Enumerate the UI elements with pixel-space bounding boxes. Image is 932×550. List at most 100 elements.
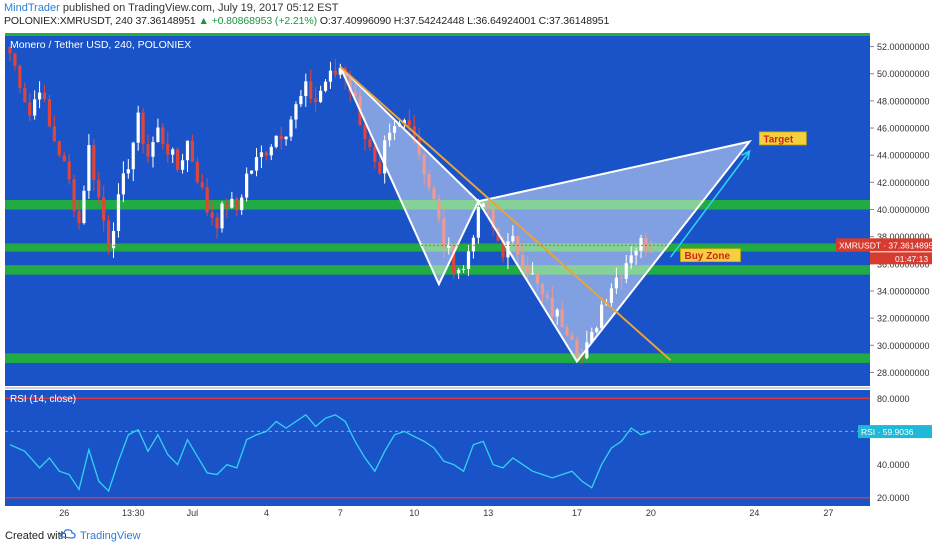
candle-body [501,240,505,258]
rsi-title: RSI (14, close) [10,394,76,405]
price-tick-label: 34.00000000 [877,286,930,296]
candle-body [629,255,633,264]
candle-body [595,328,599,332]
countdown-text: 01:47:13 [895,254,928,264]
symbol-info: POLONIEX:XMRUSDT, 240 37.36148951 ▲ +0.8… [4,15,609,27]
candle-body [304,81,308,97]
author-link[interactable]: MindTrader [4,2,60,14]
current-price-text: XMRUSDT · 37.36148951 [839,240,932,250]
candle-body [131,142,135,170]
time-tick-label: 20 [646,508,656,518]
candle-body [185,140,190,161]
price-change: ▲ +0.80868953 (+2.21%) [198,15,318,27]
pattern-triangle-xab [339,66,480,287]
rsi-value-text: RSI · 59.9036 [861,427,914,437]
candle-body [314,98,318,103]
candle-body [333,70,337,75]
candle-body [471,237,476,252]
candle-body [97,180,101,198]
annotation-label-1: Buy Zone [684,251,730,262]
tradingview-cloud-icon [60,529,76,539]
last-price: 37.36148951 [135,15,196,27]
candle-body [309,81,313,99]
candle-body [72,179,76,211]
candle-body [442,218,446,248]
candle-body [338,68,342,75]
pattern-triangle-bcd [476,140,753,364]
candle-body [77,210,81,224]
candle-body [383,140,387,174]
time-tick-label: 17 [572,508,582,518]
rsi-value-tag [858,425,932,439]
candle-body [111,230,116,249]
candle-body [328,70,333,82]
candle-body [555,309,559,317]
candle-body [353,92,357,97]
candle-body [166,143,170,155]
price-tick-label: 50.00000000 [877,69,930,79]
tradingview-brand[interactable]: TradingView [80,530,141,542]
rsi-tick-label: 40.0000 [877,460,910,470]
support-zone-1 [5,243,870,252]
support-zone-3 [5,353,870,363]
candle-body [200,182,204,188]
price-tick-label: 46.00000000 [877,124,930,134]
price-tick-label: 38.00000000 [877,232,930,242]
annotation-box-0 [758,131,807,146]
annotation-box-1 [680,248,741,263]
candle-body [245,173,249,198]
chart-area[interactable]: Target Buy Zone Monero / Tether USD, 240, … [0,28,932,520]
candle-body [116,194,121,231]
candle-body [171,149,175,155]
candle-body [23,87,27,103]
price-tick-label: 42.00000000 [877,178,930,188]
candle-body [457,269,461,274]
candle-body [190,140,195,162]
candle-body [33,99,37,116]
candle-body [249,170,254,174]
candle-body [289,119,293,137]
candle-body [42,92,47,100]
candle-body [294,104,298,120]
candle-body [107,220,111,249]
candle-body [392,126,397,133]
candle-body [156,127,160,143]
rsi-line [9,413,652,493]
candle-body [259,152,264,158]
time-tick-label: 4 [264,508,269,518]
candle-body [624,263,628,279]
candle-body [447,244,451,248]
chart-canvas[interactable]: Target Buy Zone Monero / Tether USD, 240, … [0,28,932,520]
candle-body [432,187,436,200]
current-price-tag [836,238,932,252]
time-tick-label: Jul [187,508,199,518]
candle-body [47,99,52,127]
published-text: published on TradingView.com, July 19, 2… [62,2,339,14]
candle-body [422,154,426,175]
candle-body [318,90,323,103]
candle-body [52,126,56,142]
candle-body [37,92,42,100]
candle-body [284,136,288,140]
price-tick-label: 48.00000000 [877,96,930,106]
candle-body [205,187,209,213]
publish-info: MindTrader published on TradingView.com,… [4,2,339,14]
price-tick-label: 44.00000000 [877,151,930,161]
candle-body [368,139,372,147]
candle-body [373,146,377,162]
candle-body [141,112,145,145]
candle-body [363,124,367,140]
candle-body [560,309,564,328]
candle-body [102,197,106,221]
candle-body [407,120,411,127]
time-tick-label: 13:30 [122,508,145,518]
candle-body [466,251,471,269]
candle-body [121,173,125,195]
candle-body [87,145,91,191]
projection-arrow [670,150,751,258]
candle-body [82,190,86,224]
price-tick-label: 52.00000000 [877,42,930,52]
candle-body [417,138,421,155]
candle-body [264,152,268,156]
rsi-tick-label: 20.0000 [877,493,910,503]
